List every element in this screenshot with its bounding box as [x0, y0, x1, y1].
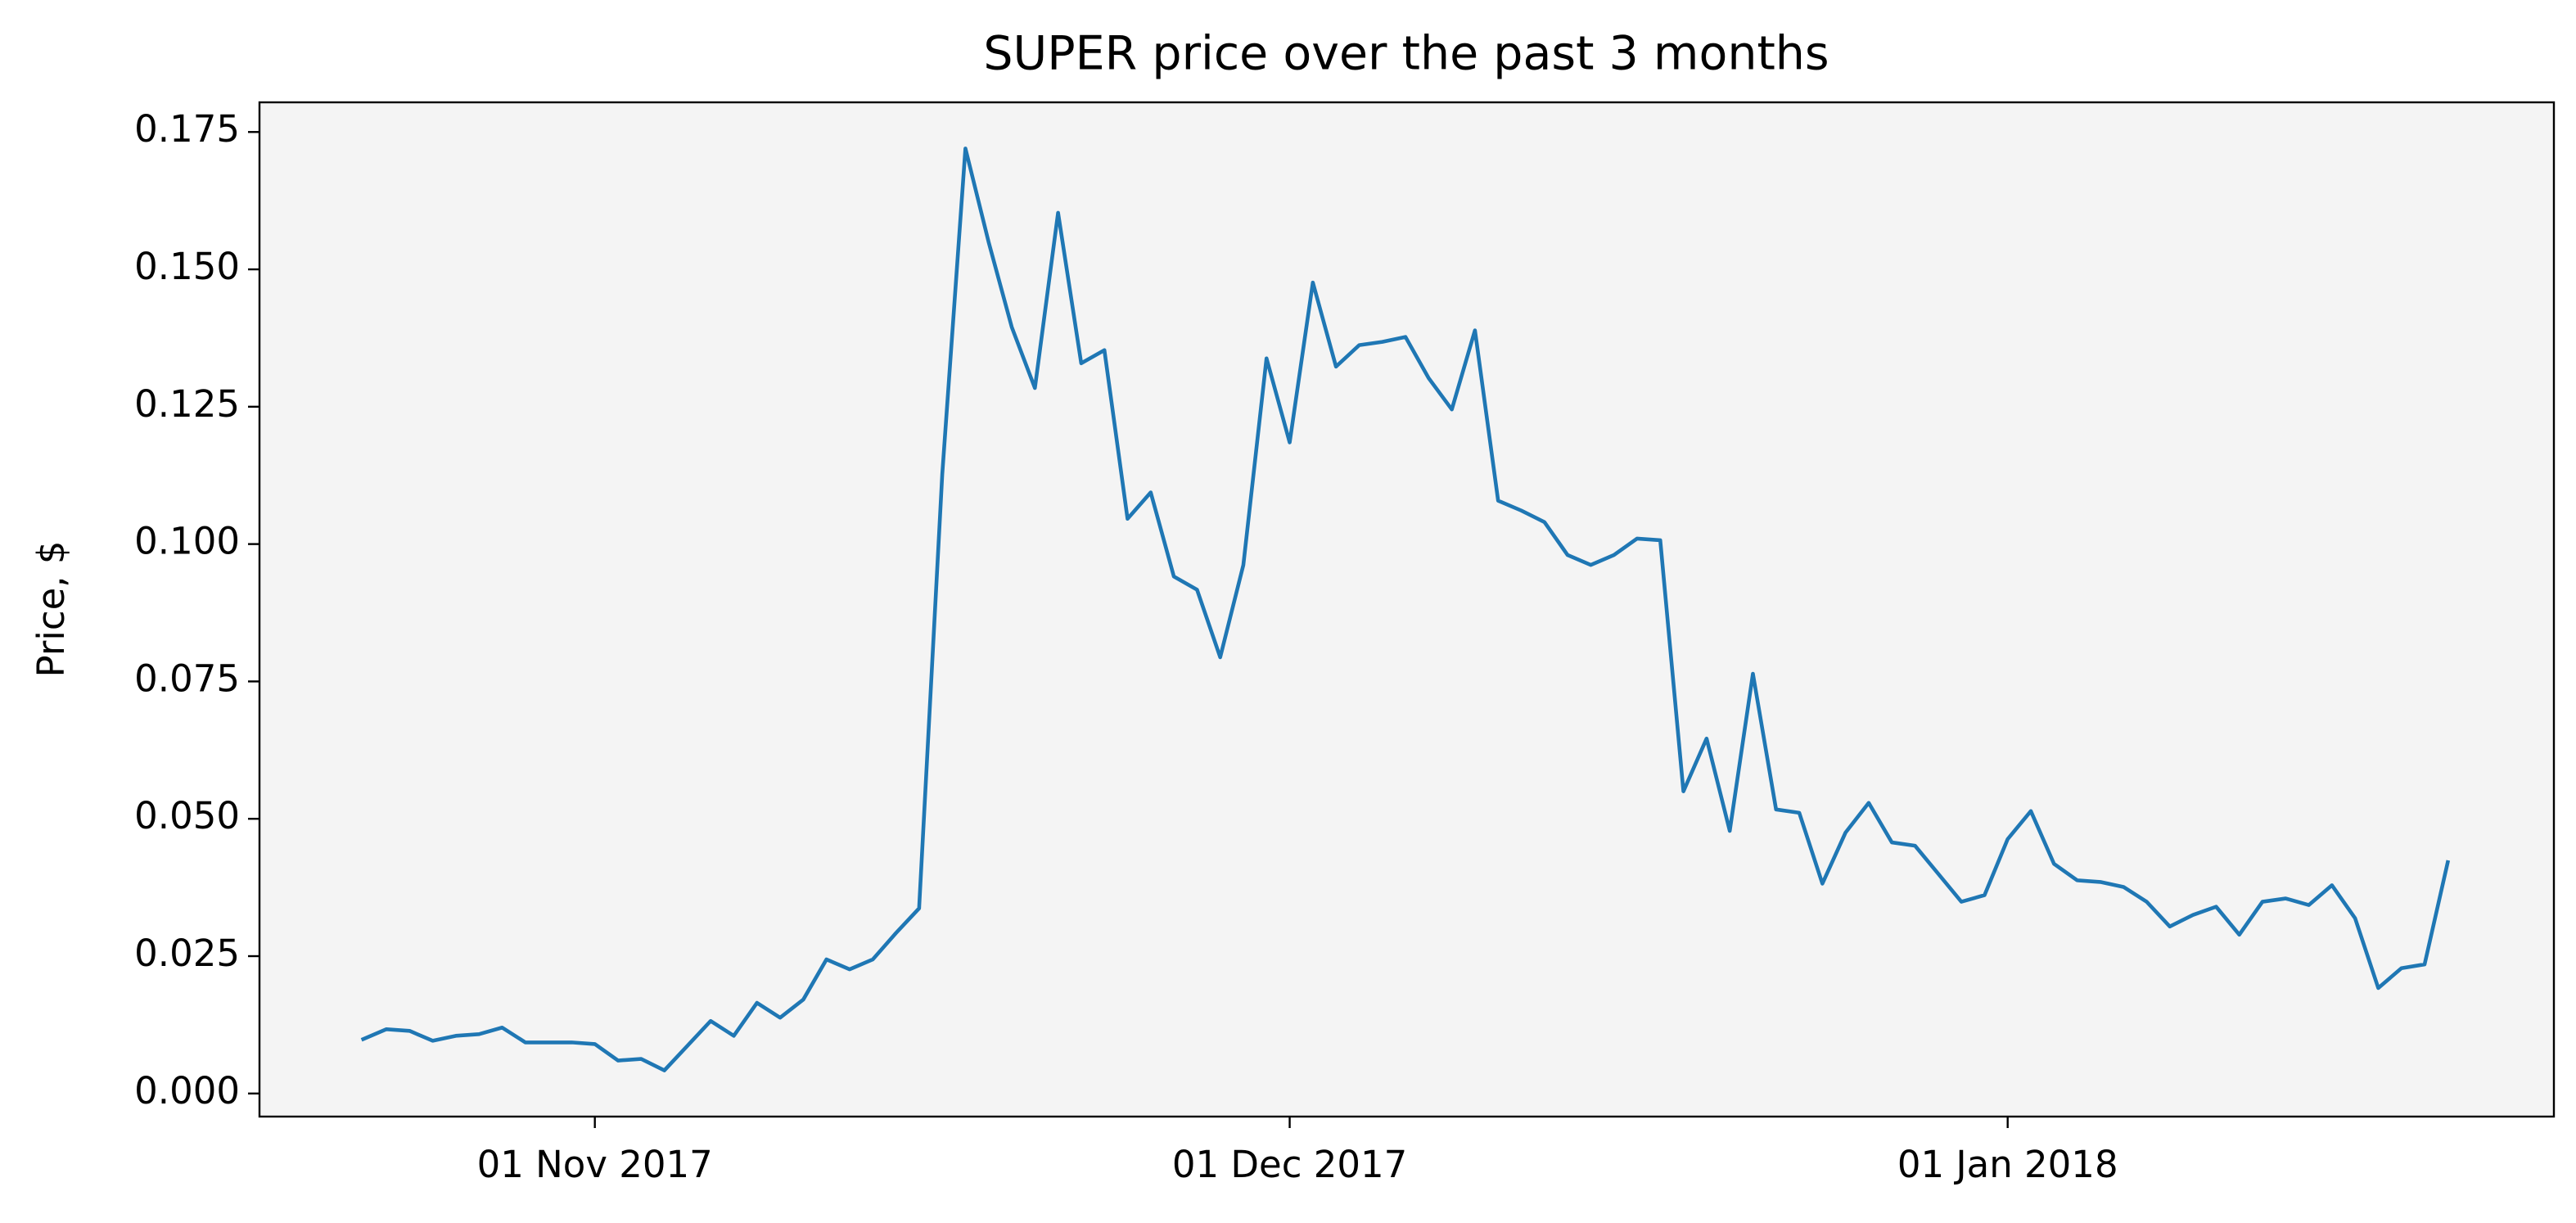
plot-area: [259, 102, 2554, 1117]
x-tick-label: 01 Jan 2018: [1897, 1143, 2118, 1186]
x-tick-label: 01 Dec 2017: [1172, 1143, 1407, 1186]
y-tick-label: 0.050: [134, 794, 240, 837]
y-tick-label: 0.125: [134, 382, 240, 426]
plot-frame: [258, 101, 2556, 1118]
price-line: [360, 147, 2451, 1072]
y-tick-label: 0.150: [134, 245, 240, 288]
y-axis-label: Price, $: [29, 540, 73, 677]
chart-title: SUPER price over the past 3 months: [983, 27, 1829, 81]
y-tick-label: 0.175: [134, 107, 240, 151]
y-tick-label: 0.000: [134, 1069, 240, 1112]
y-tick-label: 0.025: [134, 932, 240, 975]
x-tick-label: 01 Nov 2017: [477, 1143, 713, 1186]
y-tick-label: 0.075: [134, 657, 240, 700]
y-tick-label: 0.100: [134, 520, 240, 563]
